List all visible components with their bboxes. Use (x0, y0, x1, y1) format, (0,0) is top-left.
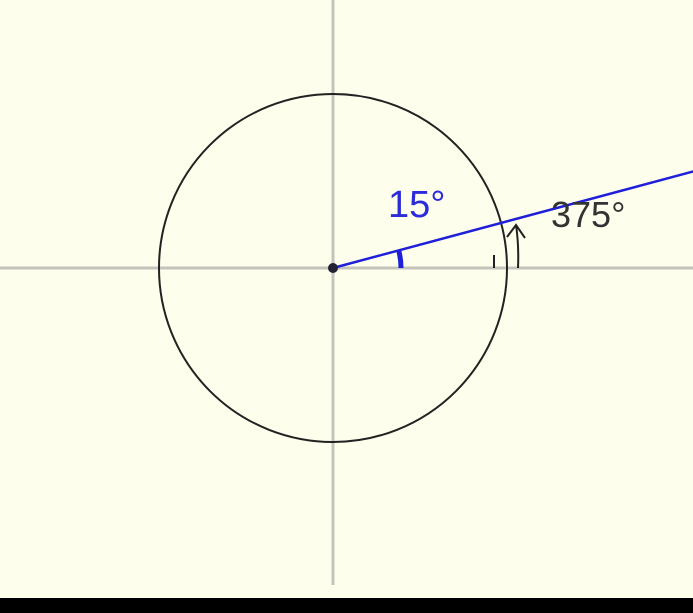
arrowhead-icon (506, 223, 526, 239)
reference-angle-label: 15° (388, 184, 445, 226)
terminal-ray (332, 170, 693, 270)
reference-angle-arc (396, 249, 404, 269)
bottom-border (0, 598, 693, 608)
coterminal-angle-label: 375° (551, 194, 625, 235)
diagram-background (0, 0, 693, 598)
coterminal-angle-arc (493, 224, 520, 269)
circle (158, 93, 508, 443)
origin-point (328, 263, 338, 273)
